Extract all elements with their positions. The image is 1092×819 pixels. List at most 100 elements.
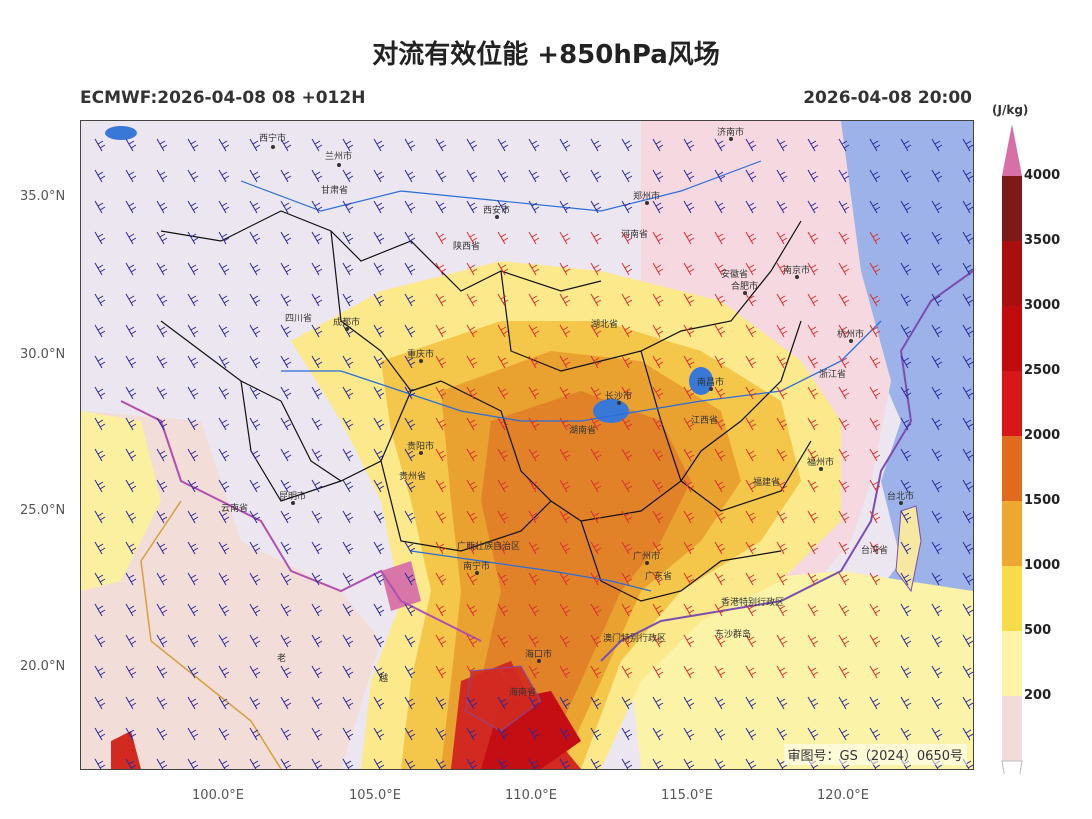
wind-barb (962, 138, 973, 152)
wind-barb (745, 510, 757, 524)
west-yellow (81, 411, 161, 591)
wind-barb (342, 231, 354, 245)
wind-barb (714, 324, 726, 338)
region-hubei: 湖北省 (591, 318, 618, 330)
wind-barb (311, 324, 323, 338)
city-xian: 西安市 (483, 204, 510, 216)
wind-barb (311, 665, 323, 679)
wind-barb (404, 200, 416, 214)
wind-barb (497, 479, 509, 493)
wind-barb (156, 324, 168, 338)
wind-barb (559, 386, 571, 400)
wind-barb (962, 727, 973, 741)
wind-barb (714, 479, 726, 493)
wind-barb (621, 510, 633, 524)
wind-barb (280, 417, 292, 431)
wind-barb (931, 541, 943, 555)
wind-barb (373, 572, 385, 586)
wind-barb (156, 510, 168, 524)
wind-barb (621, 138, 633, 152)
wind-barb (311, 138, 323, 152)
wind-barb (962, 572, 973, 586)
wind-barb (156, 448, 168, 462)
wind-barb (931, 448, 943, 462)
wind-barb (218, 169, 230, 183)
wind-barb (466, 634, 478, 648)
wind-barb (683, 572, 695, 586)
wind-barb (776, 262, 788, 276)
wind-barb (683, 758, 695, 769)
wind-barb (807, 479, 819, 493)
wind-barb (931, 169, 943, 183)
wind-barb (497, 448, 509, 462)
wind-barb (807, 603, 819, 617)
wind-barb (94, 479, 106, 493)
wind-barb (745, 634, 757, 648)
chart-title: 对流有效位能 +850hPa风场 (372, 40, 720, 70)
wind-barb (404, 293, 416, 307)
wind-barb (249, 417, 261, 431)
wind-barb (311, 448, 323, 462)
wind-barb (125, 293, 137, 307)
wind-barb (652, 231, 664, 245)
wind-barb (652, 324, 664, 338)
wind-barb (683, 200, 695, 214)
wind-barb (652, 355, 664, 369)
wind-barb (683, 293, 695, 307)
region-anhui: 安徽省 (721, 268, 748, 280)
wind-barb (94, 231, 106, 245)
wind-barb (218, 448, 230, 462)
wind-barb (497, 231, 509, 245)
region-dongsha: 东沙群岛 (715, 628, 751, 640)
wind-barb (776, 696, 788, 710)
wind-barb (187, 758, 199, 769)
wind-barb (218, 138, 230, 152)
wind-barb (280, 293, 292, 307)
wind-barb (125, 727, 137, 741)
wind-barb (652, 417, 664, 431)
wind-barb (590, 448, 602, 462)
pearl-river (410, 550, 652, 592)
wind-barb (311, 293, 323, 307)
wind-barb (590, 293, 602, 307)
wind-barb (497, 665, 509, 679)
wind-barb (125, 262, 137, 276)
wind-barb (249, 200, 261, 214)
wind-barb (404, 417, 416, 431)
wind-barb (559, 479, 571, 493)
wind-barb (156, 138, 168, 152)
wind-barb (559, 758, 571, 769)
wind-barb (218, 231, 230, 245)
region-zhejiang: 浙江省 (819, 368, 846, 380)
wind-barb (838, 448, 850, 462)
wind-barb (125, 758, 137, 769)
wind-barb (373, 448, 385, 462)
wind-barb (466, 572, 478, 586)
wind-barb (683, 231, 695, 245)
wind-barb (342, 634, 354, 648)
wind-barb (714, 572, 726, 586)
wind-barb (590, 603, 602, 617)
wind-barb (528, 324, 540, 338)
wind-barb (249, 665, 261, 679)
wind-barb (838, 510, 850, 524)
wind-barb (311, 262, 323, 276)
wind-barb (280, 386, 292, 400)
map-panel[interactable]: 西宁市 兰州市 西安市 郑州市 济南市 合肥市 南京市 杭州市 成都市 重庆市 … (80, 120, 974, 770)
wind-barb (466, 200, 478, 214)
wind-barb (435, 479, 447, 493)
wind-barb (652, 138, 664, 152)
wind-barb (218, 665, 230, 679)
wind-barb (94, 169, 106, 183)
wind-barb (497, 541, 509, 555)
wind-barb (745, 727, 757, 741)
wind-barb (404, 634, 416, 648)
wind-barb (745, 696, 757, 710)
wind-barb (559, 200, 571, 214)
wind-barb (559, 231, 571, 245)
wind-barb (652, 448, 664, 462)
wind-barb (590, 727, 602, 741)
wind-barb (435, 696, 447, 710)
wind-barb (838, 572, 850, 586)
wind-barb (869, 417, 881, 431)
